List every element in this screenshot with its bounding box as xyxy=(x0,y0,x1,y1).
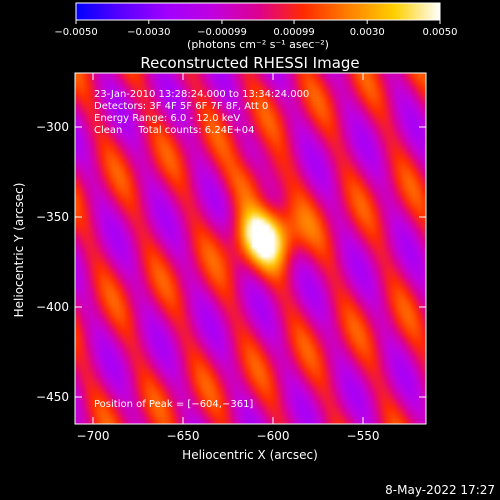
annotation-detectors: Detectors: 3F 4F 5F 6F 7F 8F, Att 0 xyxy=(94,101,268,112)
annotation-block: 23-Jan-2010 13:28:24.000 to 13:34:24.000… xyxy=(94,89,309,136)
x-tick-label: −600 xyxy=(257,429,290,443)
colorbar-strip xyxy=(75,2,441,21)
y-axis-label: Heliocentric Y (arcsec) xyxy=(12,183,26,318)
x-axis-ticks: −700 −650 −600 −550 xyxy=(77,73,380,443)
y-tick-label: −300 xyxy=(36,120,69,134)
colorbar-unit-label: (photons cm⁻² s⁻¹ asec⁻²) xyxy=(187,38,329,51)
footer-date: 8-May-2022 17:27 xyxy=(385,483,495,497)
colorbar: −0.0050 −0.0030 −0.00099 0.00099 0.0030 0.005… xyxy=(54,2,458,51)
colorbar-tick-label: 0.0050 xyxy=(423,27,458,38)
x-axis-label: Heliocentric X (arcsec) xyxy=(182,448,318,462)
colorbar-tick-label: 0.00099 xyxy=(273,27,314,38)
peak-position-label: Position of Peak = [−604,−361] xyxy=(94,399,253,410)
annotation-time: 23-Jan-2010 13:28:24.000 to 13:34:24.000 xyxy=(94,89,309,100)
x-tick-label: −550 xyxy=(347,429,380,443)
chart-title: Reconstructed RHESSI Image xyxy=(140,54,359,72)
x-tick-label: −700 xyxy=(77,429,110,443)
y-tick-label: −400 xyxy=(36,300,69,314)
annotation-energy: Energy Range: 6.0 - 12.0 keV xyxy=(94,113,240,124)
y-tick-label: −450 xyxy=(36,390,69,404)
y-tick-label: −350 xyxy=(36,210,69,224)
plot-frame xyxy=(74,72,427,425)
colorbar-tick-label: −0.00099 xyxy=(197,27,247,38)
plot-image xyxy=(75,73,426,424)
colorbar-tick-label: −0.0030 xyxy=(127,27,170,38)
heatmap-image xyxy=(75,73,426,424)
x-tick-label: −650 xyxy=(167,429,200,443)
colorbar-ticks: −0.0050 −0.0030 −0.00099 0.00099 0.0030 0.005… xyxy=(54,20,458,38)
colorbar-tick-label: −0.0050 xyxy=(54,27,97,38)
colorbar-tick-label: 0.0030 xyxy=(350,27,385,38)
y-axis-ticks: −300 −350 −400 −450 xyxy=(36,120,426,404)
annotation-clean: Clean Total counts: 6.24E+04 xyxy=(94,125,254,136)
